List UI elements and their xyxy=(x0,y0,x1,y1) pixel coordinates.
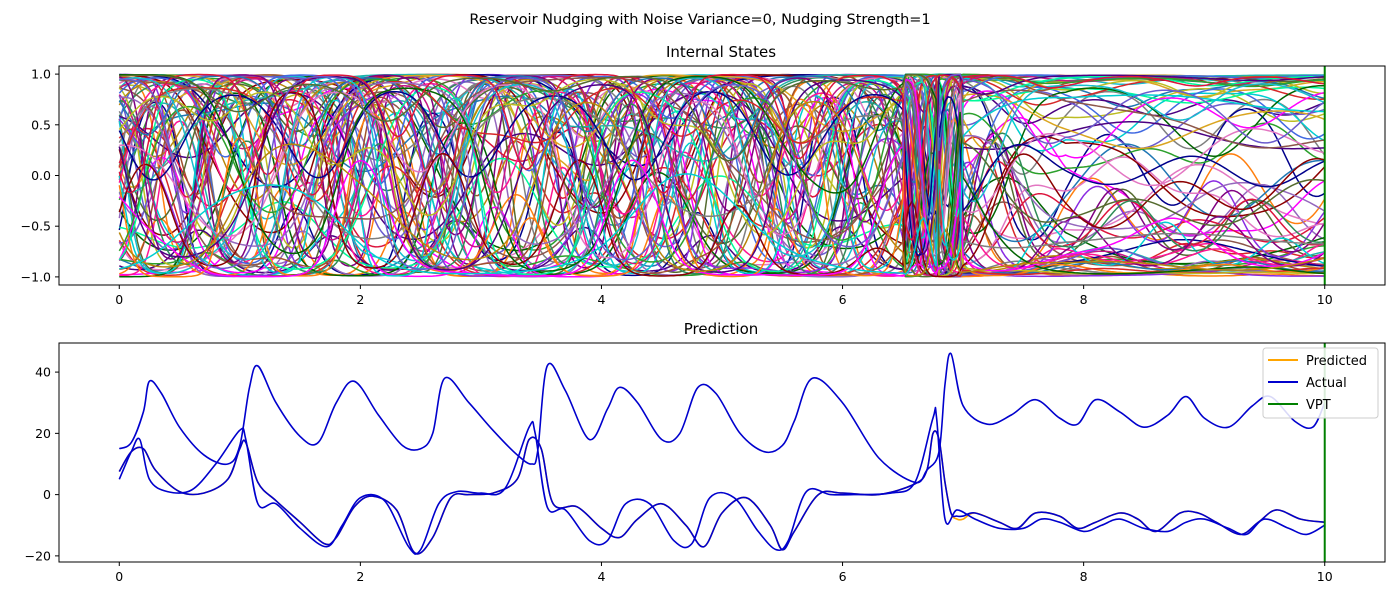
prediction-x-tick-label: 6 xyxy=(839,569,847,584)
actual-line-x xyxy=(118,430,1325,555)
internal-state-line xyxy=(118,75,1326,276)
prediction-x-tick-label: 4 xyxy=(597,569,605,584)
internal-state-line xyxy=(119,73,1325,278)
prediction-x-tick-label: 10 xyxy=(1317,569,1333,584)
internal-states-x-tick-label: 10 xyxy=(1317,292,1333,307)
figure-suptitle: Reservoir Nudging with Noise Variance=0,… xyxy=(469,12,930,28)
internal-states-lines xyxy=(118,73,1326,278)
internal-states-x-tick-label: 8 xyxy=(1080,292,1088,307)
prediction-y-tick-label: 0 xyxy=(43,487,51,502)
internal-state-line xyxy=(119,94,1325,276)
internal-state-line xyxy=(119,73,1326,271)
internal-state-line xyxy=(118,73,1325,275)
prediction-panel: Prediction 0 2 4 6 8 10 −20 0 20 40 Predicted Ac… xyxy=(25,320,1386,584)
prediction-title: Prediction xyxy=(684,320,759,338)
actual-line-y xyxy=(118,406,1326,555)
internal-state-line xyxy=(118,90,1325,257)
internal-state-line xyxy=(118,78,1326,278)
internal-states-x-tick-label: 4 xyxy=(597,292,605,307)
internal-state-line xyxy=(119,73,1325,259)
prediction-x-tick-label: 2 xyxy=(356,569,364,584)
prediction-x-tick-label: 8 xyxy=(1080,569,1088,584)
internal-state-line xyxy=(118,100,1325,277)
prediction-x-tick-label: 0 xyxy=(115,569,123,584)
prediction-lines xyxy=(118,352,1326,555)
legend-label-vpt: VPT xyxy=(1306,398,1331,413)
internal-state-line xyxy=(118,77,1325,276)
prediction-axes-frame xyxy=(58,342,1386,563)
internal-state-line xyxy=(118,73,1326,277)
internal-state-line xyxy=(118,73,1325,242)
internal-state-line xyxy=(118,75,1325,277)
prediction-y-tick-label: 40 xyxy=(35,365,51,380)
internal-states-y-ticks: −1.0 −0.5 0.0 0.5 1.0 xyxy=(21,67,59,284)
internal-states-x-tick-label: 0 xyxy=(115,292,123,307)
internal-state-line xyxy=(119,74,1325,233)
legend-label-actual: Actual xyxy=(1306,376,1347,391)
internal-states-x-tick-label: 6 xyxy=(839,292,847,307)
internal-state-line xyxy=(119,73,1325,262)
internal-state-line xyxy=(118,73,1325,278)
internal-states-x-ticks: 0 2 4 6 8 10 xyxy=(115,285,1333,307)
internal-state-line xyxy=(119,77,1325,278)
internal-state-line xyxy=(119,73,1325,267)
prediction-y-ticks: −20 0 20 40 xyxy=(25,365,59,563)
internal-states-y-tick-label: 1.0 xyxy=(31,67,51,82)
actual-line-z xyxy=(118,352,1326,484)
internal-states-y-tick-label: 0.0 xyxy=(31,168,51,183)
internal-state-line xyxy=(119,75,1325,244)
internal-state-line xyxy=(119,82,1325,278)
prediction-y-tick-label: −20 xyxy=(25,548,51,563)
legend-label-predicted: Predicted xyxy=(1306,354,1367,369)
internal-state-line xyxy=(118,81,1326,278)
internal-state-line xyxy=(118,76,1326,277)
internal-states-panel: Internal States 0 2 4 6 8 10 −1.0 −0.5 0.0 0.5 1.… xyxy=(21,43,1386,307)
internal-states-title: Internal States xyxy=(666,43,776,61)
internal-states-x-tick-label: 2 xyxy=(356,292,364,307)
legend-box xyxy=(1262,347,1379,419)
internal-states-y-tick-label: −1.0 xyxy=(21,269,51,284)
internal-states-y-tick-label: −0.5 xyxy=(21,219,51,234)
prediction-y-tick-label: 20 xyxy=(35,426,51,441)
prediction-legend: Predicted Actual VPT xyxy=(1262,347,1379,419)
internal-states-y-tick-label: 0.5 xyxy=(31,117,51,132)
internal-state-line xyxy=(118,74,1325,278)
prediction-x-ticks: 0 2 4 6 8 10 xyxy=(115,562,1333,584)
internal-state-line xyxy=(119,73,1325,275)
internal-state-line xyxy=(118,91,1325,278)
